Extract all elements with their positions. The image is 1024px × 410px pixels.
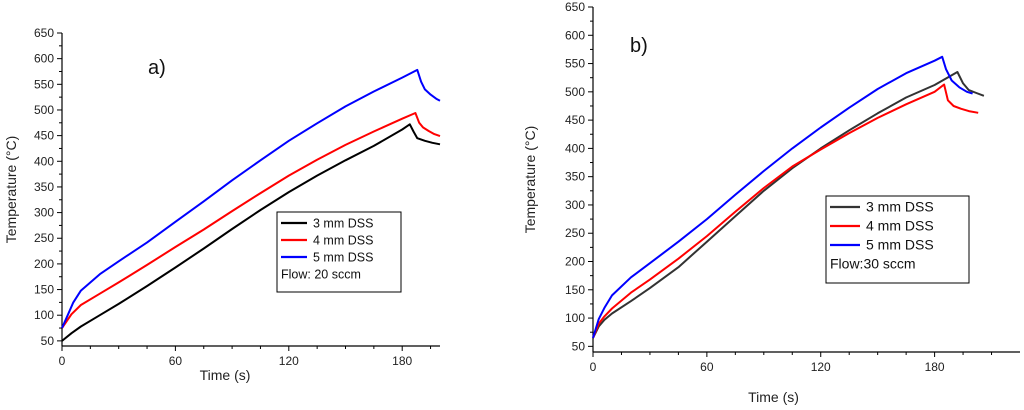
panel-b-y-tick-label: 50	[572, 339, 586, 353]
panel-b-series-3-line	[592, 55, 973, 339]
panel-b-y-tick-label: 500	[565, 85, 585, 99]
panel-a-y-tick-label: 50	[41, 334, 55, 348]
panel-b-y-axis-title: Temperature (°C)	[522, 126, 538, 234]
panel-b-y-tick-label: 300	[565, 198, 585, 212]
panel-a-x-tick-label: 60	[169, 354, 183, 368]
panel-b-x-tick-label: 120	[811, 360, 831, 374]
panel-b-y-tick-label: 550	[565, 57, 585, 71]
panel-a-legend-entry: 3 mm DSS	[313, 217, 373, 231]
panel-a-y-tick-label: 500	[34, 103, 54, 117]
panel-a-legend-entry: 4 mm DSS	[313, 234, 373, 248]
panel-b-y-tick-label: 250	[565, 226, 585, 240]
panel-a-x-tick-label: 120	[279, 354, 299, 368]
panel-b-legend-entry: 5 mm DSS	[866, 237, 934, 253]
panel-a-legend-entry: 5 mm DSS	[313, 251, 373, 265]
panel-b-series-2-line	[592, 83, 979, 339]
panel-b-legend-entry: 4 mm DSS	[866, 218, 934, 234]
panel-a-legend-note: Flow: 20 sccm	[281, 268, 361, 282]
panel-b-legend-entry: 3 mm DSS	[866, 199, 934, 215]
panel-a-y-tick-label: 400	[34, 154, 54, 168]
panel-b-legend-note: Flow:30 sccm	[830, 256, 916, 272]
panel-a-y-tick-label: 150	[34, 283, 54, 297]
panel-a-legend-box	[276, 211, 402, 293]
panel-a-label: a)	[148, 57, 166, 79]
panel-a-x-tick-label: 180	[392, 354, 412, 368]
panel-b-x-axis-title: Time (s)	[748, 389, 799, 405]
panel-a-y-tick-label: 200	[34, 257, 54, 271]
panel-b-label: b)	[630, 35, 648, 57]
panel-a-y-tick-label: 550	[34, 77, 54, 91]
panel-b-y-tick-label: 650	[565, 0, 585, 14]
panel-b-x-tick-label: 180	[925, 360, 945, 374]
panel-a-series-3-line	[61, 68, 441, 329]
panel-b-legend: 3 mm DSS 4 mm DSS 5 mm DSS Flow:30 sccm	[825, 195, 970, 284]
panel-a-y-axis-title: Temperature (°C)	[3, 136, 19, 244]
panel-b-x-tick-label: 60	[700, 360, 714, 374]
panel-a-x-axis-title: Time (s)	[200, 367, 251, 383]
panel-a-y-tick-label: 600	[34, 52, 54, 66]
panel-a-x-tick-label: 0	[59, 354, 66, 368]
panel-b-y-tick-label: 450	[565, 113, 585, 127]
panel-b-y-tick-label: 150	[565, 283, 585, 297]
panel-a-y-tick-label: 450	[34, 129, 54, 143]
panel-b-y-tick-label: 100	[565, 311, 585, 325]
panel-a-series-2-line	[61, 112, 441, 329]
panel-a: 50 100 150 200 250 300 350 400 450 500 550 600 650 0 6…	[3, 26, 441, 383]
panel-a-series-1-line	[61, 123, 441, 342]
panel-a-y-tick-label: 350	[34, 180, 54, 194]
panel-b-series-1-line	[592, 71, 985, 339]
panel-a-y-tick-label: 250	[34, 231, 54, 245]
panel-b: 50 100 150 200 250 300 350 400 450 500 550 600 650 0 6…	[522, 0, 1020, 405]
panel-a-y-tick-label: 300	[34, 206, 54, 220]
panel-b-legend-box	[825, 195, 970, 284]
panel-b-y-tick-label: 600	[565, 28, 585, 42]
panel-b-y-tick-label: 350	[565, 170, 585, 184]
panel-a-y-tick-label: 650	[34, 26, 54, 40]
panel-b-y-tick-label: 200	[565, 255, 585, 269]
panel-b-y-tick-label: 400	[565, 141, 585, 155]
panel-a-legend: 3 mm DSS 4 mm DSS 5 mm DSS Flow: 20 sccm	[276, 211, 402, 293]
panel-b-x-tick-label: 0	[590, 360, 597, 374]
panel-a-y-tick-label: 100	[34, 308, 54, 322]
